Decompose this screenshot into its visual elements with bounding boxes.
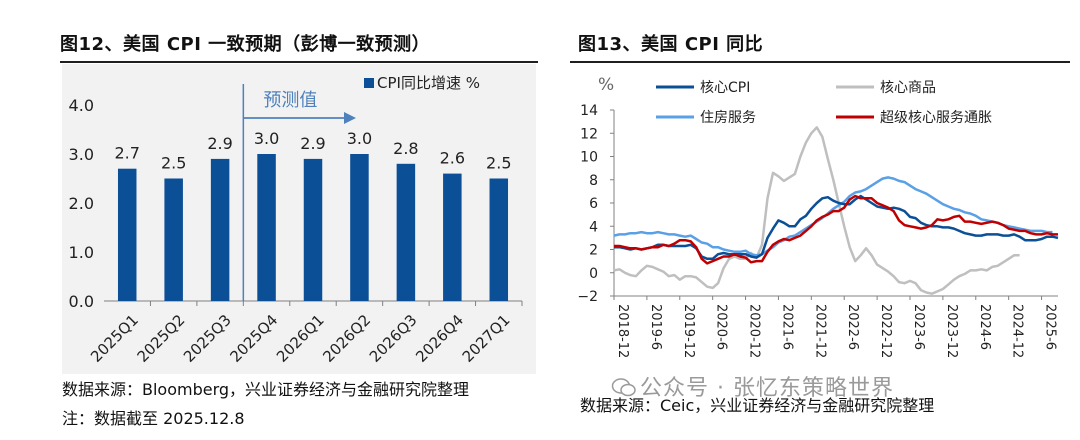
y-tick-label: 3.0 [69,145,94,164]
y-tick-label: 1.0 [69,243,94,262]
x-tick-label: 2019-12 [681,304,696,358]
x-tick-label: 2025Q3 [180,311,235,366]
right-figure-title: 图13、美国 CPI 同比 [578,34,764,55]
y-unit-label: % [598,75,614,95]
forecast-annotation: 预测值 [263,90,317,111]
x-tick-label: 2021-12 [812,304,827,358]
left-source-text: 数据来源：Bloomberg，兴业证券经济与金融研究院整理 [62,380,470,399]
y-tick-label: 8 [589,173,598,189]
x-tick-label: 2022-12 [878,304,893,358]
bar [443,173,462,301]
legend-label: 住房服务 [700,110,756,126]
x-tick-label: 2021-6 [779,304,794,350]
series-line-core-goods [613,126,1020,295]
bar [164,178,183,301]
y-tick-label: 2.0 [69,194,94,213]
cpi-forecast-bar-chart: 0.0 1.0 2.0 3.0 4.0 2.7 2025Q1 2.5 2025Q2 2.9 2025… [69,74,523,366]
bar-value-label: 2.9 [207,134,232,153]
series-line-shelter [613,176,1053,257]
legend-label: 核心CPI [700,80,750,96]
series-line-supercore [614,194,1058,265]
bar [210,158,230,301]
forecast-arrow-head [344,112,356,124]
left-figure-title: 图12、美国 CPI 一致预期（彭博一致预测） [60,34,431,55]
x-tick-label: 2019-6 [648,304,663,350]
x-tick-label: 2024-6 [977,304,992,350]
y-tick-label: 10 [580,150,598,166]
bar-value-label: 2.9 [300,134,325,153]
x-tick-label: 2023-12 [944,304,959,358]
legend-swatch [364,78,374,88]
y-tick-label: 2 [589,243,598,259]
x-tick-label: 2025Q4 [226,311,281,366]
bar-value-label: 2.6 [440,149,465,168]
left-title-rule [60,61,538,63]
series-line-core-cpi [614,194,1059,261]
x-tick-label: 2023-6 [911,304,926,350]
bar [489,178,509,301]
bar-value-label: 2.5 [161,154,186,173]
bar-value-label: 2.8 [393,139,418,158]
x-tick-label: 2020-6 [714,304,729,350]
wechat-watermark: 公众号 · 张忆东策略世界 [611,370,894,402]
x-tick-label: 2026Q4 [412,311,467,366]
x-tick-label: 2025Q2 [134,311,189,366]
x-tick-label: 2020-12 [747,304,762,358]
bar-value-label: 3.0 [254,129,279,148]
x-tick-label: 2025-6 [1043,304,1058,350]
bar-value-label: 3.0 [347,129,372,148]
bar-value-label: 2.7 [114,144,139,163]
x-tick-label: 2024-12 [1010,304,1025,358]
x-tick-label: 2026Q2 [319,311,374,366]
legend-label: 核心商品 [880,80,936,96]
y-tick-label: 0.0 [69,292,94,311]
y-tick-label: 4.0 [69,96,94,115]
wechat-icon [611,378,636,397]
y-tick-label: 0 [589,266,598,282]
left-note-text: 注：数据截至 2025.12.8 [62,409,245,428]
bar [396,163,416,301]
left-figure-panel: 图12、美国 CPI 一致预期（彭博一致预测） 0.0 1.0 2.0 3.0 4.0 2… [60,34,538,428]
x-tick-label: 2026Q3 [366,311,421,366]
x-tick-label: 2027Q1 [459,311,514,366]
y-tick-label: −2 [577,289,598,305]
right-source-text: 数据来源：Ceic，兴业证券经济与金融研究院整理 [580,396,935,415]
legend-label: CPI同比增速 % [377,74,480,92]
cpi-yoy-line-chart: % −2 0 2 4 6 8 10 12 14 2018-12 2019-6 2019-12 2020-6… [577,75,1059,358]
y-tick-label: 6 [589,196,598,212]
y-tick-label: 14 [580,103,598,119]
x-tick-label: 2026Q1 [273,311,328,366]
bar [117,168,137,301]
x-tick-label: 2018-12 [615,304,630,358]
right-title-rule [570,61,1070,63]
y-tick-label: 12 [580,126,598,142]
legend-label: 超级核心服务通胀 [880,110,992,126]
x-tick-label: 2022-6 [845,304,860,350]
x-tick-label: 2025Q1 [87,311,142,366]
bar [303,158,323,301]
bar-value-label: 2.5 [486,154,511,173]
bar [257,154,276,301]
y-tick-label: 4 [589,219,598,235]
right-figure-panel: 图13、美国 CPI 同比 % −2 0 2 4 6 8 10 12 14 2018-12 2019-… [560,0,1080,440]
watermark-text: 公众号 · 张忆东策略世界 [640,376,894,401]
bar [350,154,369,301]
